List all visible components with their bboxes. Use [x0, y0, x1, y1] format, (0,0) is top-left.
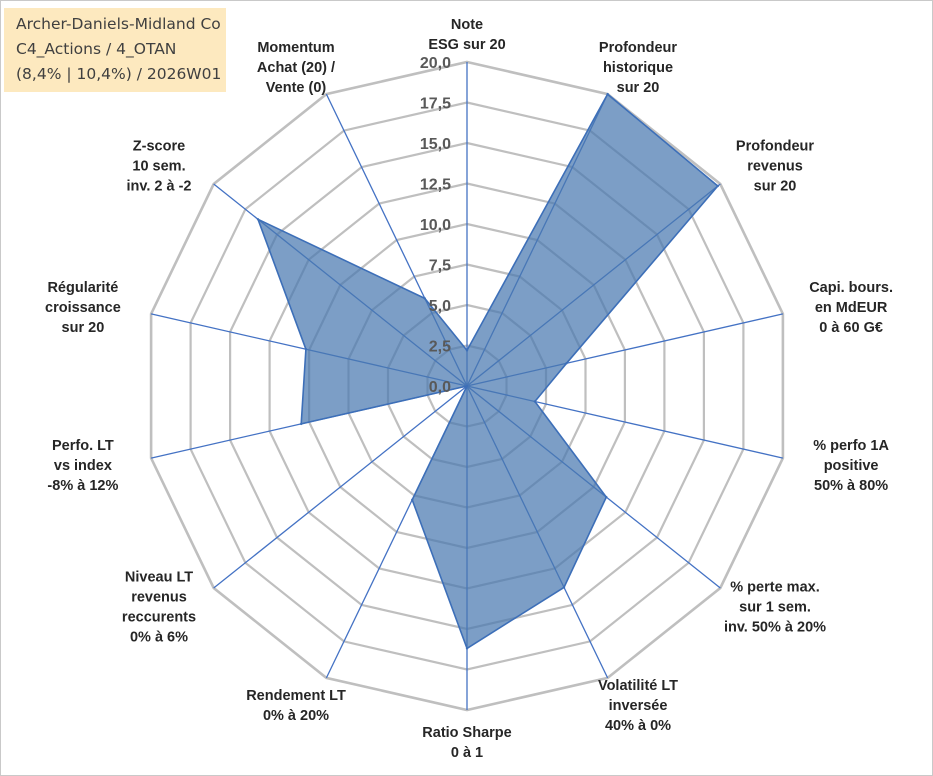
radar-series: [256, 92, 719, 650]
tick-label-8: 20,0: [420, 55, 451, 72]
tick-label-3: 7,5: [429, 258, 451, 275]
axis-label-13-line-0: Momentum: [257, 40, 334, 56]
data-point-3: [565, 362, 568, 365]
axis-label-0-line-1: ESG sur 20: [428, 37, 505, 53]
tick-label-4: 10,0: [420, 217, 451, 234]
radial-tick-labels: 0,0 2,5 5,0 7,5 10,0 12,5 15,0 17,5 20,0: [420, 55, 451, 396]
data-point-7: [465, 647, 469, 650]
axis-label-4: % perfo 1A positive 50% à 80%: [813, 438, 889, 494]
axis-label-10-line-0: Perfo. LT: [52, 438, 114, 454]
data-point-2: [716, 184, 719, 188]
axis-label-11-line-1: croissance: [45, 300, 121, 316]
axis-label-13-line-1: Achat (20) /: [257, 60, 335, 76]
data-point-1: [606, 92, 609, 96]
axis-label-6-line-0: Volatilité LT: [598, 678, 678, 694]
axis-label-8-line-0: Rendement LT: [246, 688, 346, 704]
axis-label-7-line-0: Ratio Sharpe: [422, 725, 511, 741]
axis-label-12-line-1: 10 sem.: [132, 158, 185, 174]
axis-label-11-line-0: Régularité: [47, 280, 118, 296]
axis-label-3-line-2: 0 à 60 G€: [819, 320, 883, 336]
axis-label-10-line-1: vs index: [54, 458, 112, 474]
data-point-13: [423, 297, 426, 300]
axis-label-7: Ratio Sharpe 0 à 1: [422, 725, 511, 761]
axis-label-4-line-2: 50% à 80%: [814, 478, 888, 494]
axis-label-1-line-0: Profondeur: [599, 40, 677, 56]
axis-label-5: % perte max. sur 1 sem. inv. 50% à 20%: [724, 580, 826, 636]
tick-label-2: 5,0: [429, 298, 451, 315]
axis-label-2: Profondeur revenus sur 20: [736, 138, 814, 194]
tick-label-0: 0,0: [429, 379, 451, 396]
axis-label-2-line-2: sur 20: [754, 178, 797, 194]
info-portfolio: C4_Actions / 4_OTAN: [16, 40, 177, 58]
data-point-9: [465, 384, 469, 388]
axis-label-8: Rendement LT 0% à 20%: [246, 688, 346, 724]
axis-label-12: Z-score 10 sem. inv. 2 à -2: [126, 138, 191, 194]
axis-label-9-line-3: 0% à 6%: [130, 630, 188, 646]
axis-label-6-line-2: 40% à 0%: [605, 718, 671, 734]
spoke-9: [213, 385, 468, 589]
axis-labels: Note ESG sur 20 Profondeur historique sur 20…: [45, 17, 893, 761]
axis-label-5-line-1: sur 1 sem.: [739, 600, 811, 616]
axis-label-10-line-2: -8% à 12%: [47, 478, 118, 494]
info-box: Archer-Daniels-Midland Co C4_Actions / 4…: [4, 8, 226, 92]
series-area-0: [257, 93, 719, 650]
axis-label-3: Capi. bours. en MdEUR 0 à 60 G€: [809, 280, 893, 336]
axis-label-3-line-1: en MdEUR: [815, 300, 888, 316]
data-point-0: [465, 349, 469, 352]
info-period: (8,4% | 10,4%) / 2026W01: [16, 65, 222, 83]
tick-label-7: 17,5: [420, 96, 451, 113]
axis-label-6: Volatilité LT inversée 40% à 0%: [598, 678, 678, 734]
axis-label-1: Profondeur historique sur 20: [599, 40, 677, 96]
data-point-6: [562, 586, 566, 589]
axis-label-6-line-1: inversée: [609, 698, 668, 714]
axis-label-5-line-2: inv. 50% à 20%: [724, 620, 826, 636]
axis-label-8-line-1: 0% à 20%: [263, 708, 329, 724]
axis-label-9: Niveau LT revenus reccurents 0% à 6%: [122, 570, 196, 646]
info-company: Archer-Daniels-Midland Co: [16, 15, 221, 33]
axis-label-1-line-1: historique: [603, 60, 673, 76]
axis-label-0: Note ESG sur 20: [428, 17, 505, 53]
data-point-4: [533, 400, 537, 403]
axis-label-9-line-1: revenus: [131, 590, 187, 606]
axis-label-1-line-2: sur 20: [617, 80, 660, 96]
axis-label-7-line-1: 0 à 1: [451, 745, 483, 761]
axis-label-9-line-0: Niveau LT: [125, 570, 193, 586]
data-point-11: [304, 348, 308, 351]
axis-label-13-line-2: Vente (0): [266, 80, 327, 96]
axis-label-4-line-0: % perfo 1A: [813, 438, 889, 454]
axis-label-11-line-2: sur 20: [62, 320, 105, 336]
axis-label-5-line-0: % perte max.: [730, 580, 819, 596]
axis-label-2-line-0: Profondeur: [736, 138, 814, 154]
axis-label-12-line-2: inv. 2 à -2: [126, 178, 191, 194]
axis-label-3-line-0: Capi. bours.: [809, 280, 893, 296]
axis-label-9-line-2: reccurents: [122, 610, 196, 626]
data-point-12: [256, 218, 260, 221]
tick-label-1: 2,5: [429, 339, 451, 356]
axis-label-11: Régularité croissance sur 20: [45, 280, 121, 336]
data-point-5: [605, 495, 608, 499]
data-point-8: [411, 498, 414, 501]
data-point-10: [300, 422, 303, 426]
axis-label-4-line-1: positive: [824, 458, 879, 474]
tick-label-6: 15,0: [420, 136, 451, 153]
axis-label-0-line-0: Note: [451, 17, 483, 33]
axis-label-10: Perfo. LT vs index -8% à 12%: [47, 438, 118, 494]
axis-label-12-line-0: Z-score: [133, 138, 185, 154]
tick-label-5: 12,5: [420, 177, 451, 194]
axis-label-13: Momentum Achat (20) / Vente (0): [257, 40, 335, 96]
axis-label-2-line-1: revenus: [747, 158, 803, 174]
